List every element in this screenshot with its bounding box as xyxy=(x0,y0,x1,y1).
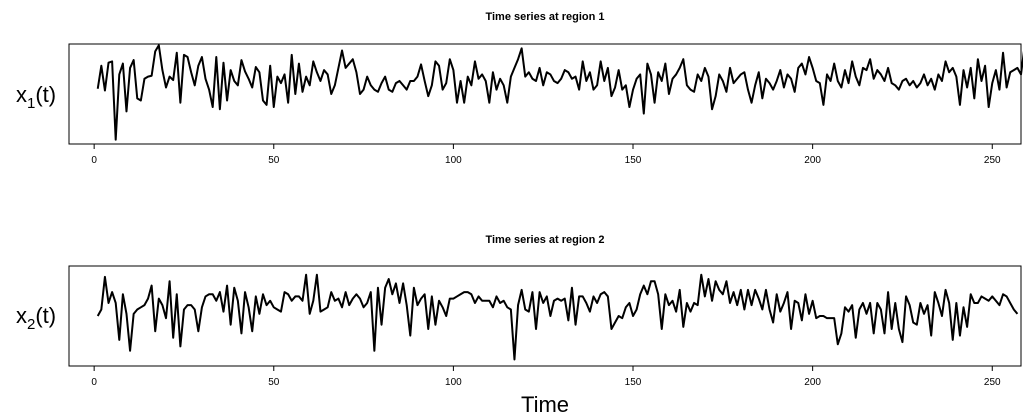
panel-2-x-axis: 0 50 100 150 200 250 xyxy=(91,366,1001,388)
panel-2-plot-frame xyxy=(68,265,1022,367)
x-axis-title: Time xyxy=(521,392,569,417)
panel-1-title: Time series at region 1 xyxy=(485,11,604,23)
panel-1-x-axis: 0 50 100 150 200 250 xyxy=(91,144,1001,166)
panel-2-y-axis-label: x2(t) xyxy=(16,303,56,333)
panel-2-x-tick-label: 0 xyxy=(91,377,97,388)
panel-1-x-tick-label: 200 xyxy=(804,155,821,166)
panel-1-x-tick-label: 100 xyxy=(445,155,462,166)
panel-2-x-tick-label: 200 xyxy=(804,377,821,388)
panel-1-y-axis-label: x1(t) xyxy=(16,82,56,112)
panel-2-x-tick-label: 100 xyxy=(445,377,462,388)
panel-2-series-line xyxy=(96,273,1019,361)
panel-1-plot-frame xyxy=(68,43,1022,145)
panel-region-1: Time series at region 1 x1(t) 0 50 100 150 2… xyxy=(16,11,1023,166)
panel-1-x-tick-label: 0 xyxy=(91,155,97,166)
panel-1-series-line xyxy=(96,44,1023,141)
panel-2-x-tick-label: 150 xyxy=(625,377,642,388)
panel-1-x-tick-label: 250 xyxy=(984,155,1001,166)
panel-2-title: Time series at region 2 xyxy=(485,234,604,246)
panel-1-x-tick-label: 150 xyxy=(625,155,642,166)
panel-2-x-tick-label: 50 xyxy=(268,377,280,388)
panel-2-x-tick-label: 250 xyxy=(984,377,1001,388)
panel-region-2: Time series at region 2 x2(t) 0 50 100 150 2… xyxy=(16,234,1022,388)
panel-1-x-tick-label: 50 xyxy=(268,155,280,166)
